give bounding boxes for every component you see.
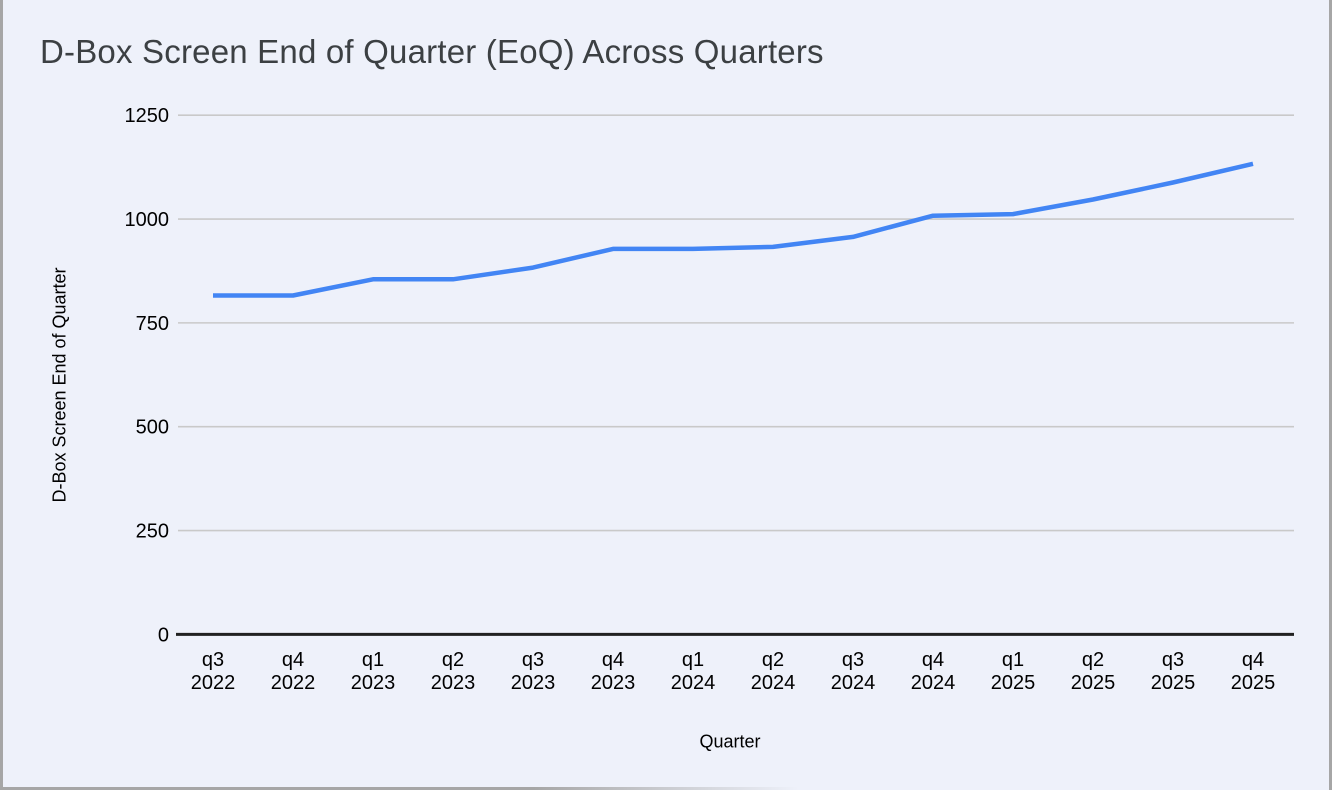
series-line: [213, 161, 1254, 298]
x-tick-label: q2 2023: [431, 649, 476, 694]
x-tick-label: q3 2022: [191, 649, 236, 694]
x-tick-label: q1 2024: [671, 649, 716, 694]
x-tick-label: q4 2022: [271, 649, 316, 694]
y-tick-label: 750: [136, 313, 169, 335]
y-tick-label: 1000: [125, 209, 170, 231]
y-tick-label: 0: [158, 624, 169, 646]
line-chart: 0 250 500 750 1000 1250 q3 2022 q4 2022 q1 2023 q2 20…: [125, 105, 1294, 694]
y-axis-title: D-Box Screen End of Quarter: [49, 267, 70, 503]
x-tick-label: q3 2025: [1151, 649, 1196, 694]
y-tick-label: 500: [136, 417, 169, 439]
x-tick-label: q1 2025: [991, 649, 1036, 694]
x-tick-label: q3 2024: [831, 649, 876, 694]
x-axis-title: Quarter: [699, 731, 761, 752]
x-tick-label: q1 2023: [351, 649, 396, 694]
x-tick-label: q4 2024: [911, 649, 956, 694]
y-tick-label: 1250: [125, 105, 170, 127]
x-tick-label: q4 2023: [591, 649, 636, 694]
x-tick-label: q2 2024: [751, 649, 796, 694]
x-tick-label: q4 2025: [1231, 649, 1276, 694]
y-tick-label: 250: [136, 521, 169, 543]
x-tick-label: q3 2023: [511, 649, 556, 694]
x-tick-label: q2 2025: [1071, 649, 1116, 694]
chart-title: D-Box Screen End of Quarter (EoQ) Across…: [40, 33, 824, 70]
